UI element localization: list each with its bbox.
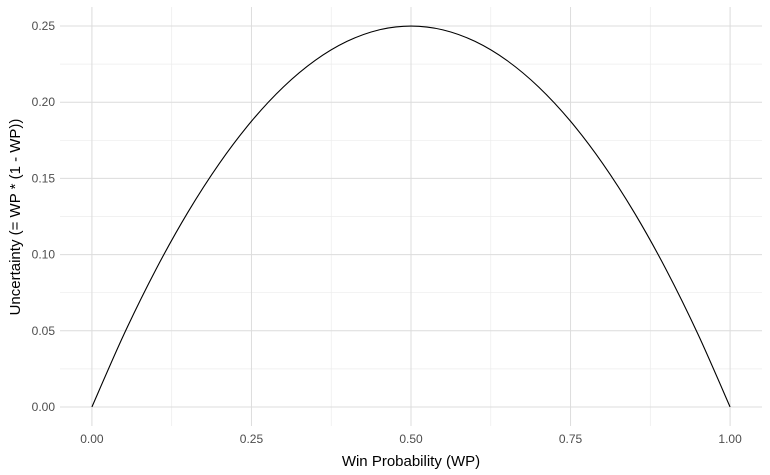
y-tick-label: 0.20 <box>32 95 56 109</box>
x-tick-label: 1.00 <box>718 432 742 446</box>
y-tick-label: 0.10 <box>32 248 56 262</box>
x-tick-label: 0.25 <box>240 432 264 446</box>
grid <box>60 7 762 426</box>
y-tick-label: 0.05 <box>32 324 56 338</box>
series-line <box>91 25 731 408</box>
x-tick-label: 0.75 <box>559 432 583 446</box>
x-tick-label: 0.00 <box>80 432 104 446</box>
y-tick-label: 0.00 <box>32 400 56 414</box>
series-layer <box>91 25 731 408</box>
x-tick-label: 0.50 <box>399 432 423 446</box>
y-tick-label: 0.15 <box>32 171 56 185</box>
x-axis-ticks: 0.00 0.25 0.50 0.75 1.00 <box>80 432 742 446</box>
y-axis-title: Uncertainty (= WP * (1 - WP)) <box>7 119 24 316</box>
y-axis-ticks: 0.00 0.05 0.10 0.15 0.20 0.25 <box>32 19 56 414</box>
x-axis-title: Win Probability (WP) <box>342 453 480 470</box>
y-tick-label: 0.25 <box>32 19 56 33</box>
